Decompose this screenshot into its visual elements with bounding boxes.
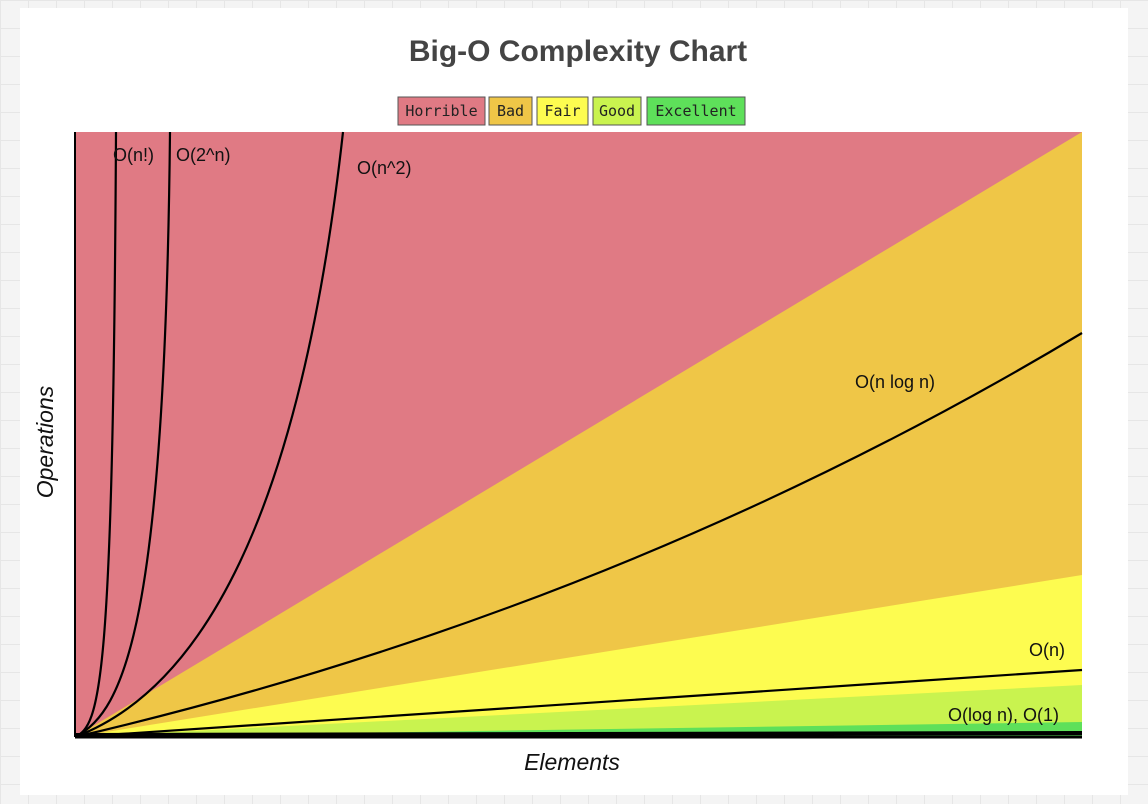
region — [75, 132, 1082, 737]
y-axis-label: Operations — [32, 385, 58, 498]
curve — [74, 131, 172, 738]
x-axis-label: Elements — [524, 749, 620, 775]
region — [75, 575, 1082, 737]
curve-label: O(n log n) — [855, 372, 935, 392]
curve-label: O(n^2) — [357, 158, 411, 178]
legend-swatch — [397, 96, 486, 126]
curve — [74, 332, 1083, 739]
curve-label: O(2^n) — [176, 145, 230, 165]
legend-label: Bad — [497, 102, 524, 120]
legend-swatch — [646, 96, 746, 126]
curve-label: O(n!) — [113, 145, 154, 165]
curve — [74, 731, 1083, 737]
legend-label: Horrible — [405, 102, 477, 120]
regions — [75, 132, 1082, 737]
curve-label: O(n) — [1029, 640, 1065, 660]
chart-title: Big-O Complexity Chart — [409, 35, 747, 68]
region — [75, 685, 1082, 737]
legend-label: Excellent — [655, 102, 736, 120]
curve — [74, 131, 118, 738]
legend: Horrible Bad Fair Good Excellent — [397, 96, 746, 126]
curve — [74, 131, 345, 739]
curve-label: O(log n), O(1) — [948, 705, 1059, 725]
legend-swatch — [592, 96, 642, 126]
curve — [74, 668, 1083, 739]
legend-swatch — [536, 96, 589, 126]
legend-label: Fair — [544, 102, 580, 120]
legend-label: Good — [599, 102, 635, 120]
legend-swatch — [488, 96, 533, 126]
